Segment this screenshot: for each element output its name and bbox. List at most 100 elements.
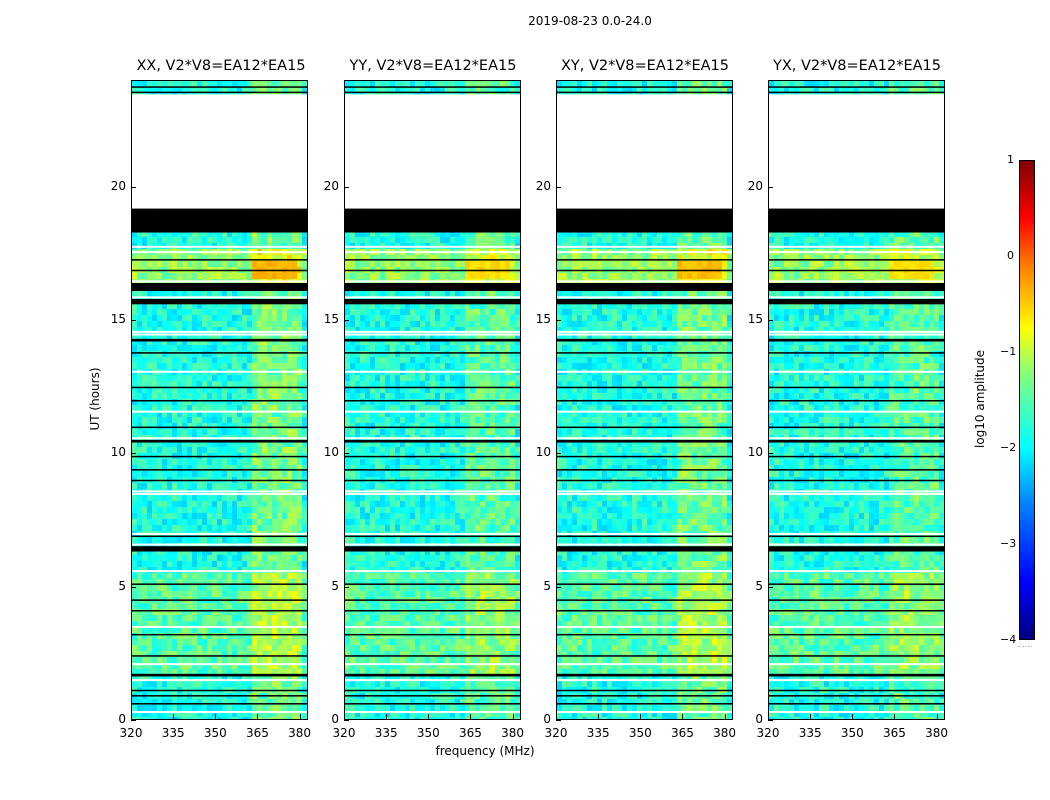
heatmap-cell (267, 699, 272, 705)
heatmap-cell (162, 309, 167, 315)
heatmap-cell (242, 345, 247, 351)
heatmap-cell (217, 573, 222, 579)
heatmap-cell (370, 231, 375, 237)
heatmap-cell (292, 81, 297, 87)
heatmap-cell (172, 639, 177, 645)
heatmap-cell (207, 501, 212, 507)
heatmap-cell (435, 273, 440, 279)
heatmap-cell (212, 405, 217, 411)
heatmap-cell (217, 273, 222, 279)
heatmap-cell (287, 615, 292, 621)
heatmap-cell (167, 417, 172, 423)
heatmap-cell (182, 663, 187, 669)
heatmap-cell (157, 339, 162, 345)
heatmap-cell (192, 537, 197, 543)
heatmap-cell (167, 585, 172, 591)
heatmap-cell (192, 573, 197, 579)
heatmap-cell (197, 537, 202, 543)
heatmap-cell (282, 573, 287, 579)
heatmap-cell (420, 273, 425, 279)
heatmap-cell (182, 561, 187, 567)
heatmap-cell (282, 231, 287, 237)
heatmap-cell (297, 549, 302, 555)
heatmap-cell (262, 513, 267, 519)
heatmap-cell (187, 585, 192, 591)
heatmap-cell (157, 651, 162, 657)
heatmap-cell (262, 501, 267, 507)
heatmap-cell (187, 699, 192, 705)
heatmap-cell (147, 345, 152, 351)
heatmap-cell (162, 717, 167, 719)
heatmap-cell (232, 339, 237, 345)
heatmap-cell (267, 615, 272, 621)
heatmap-cell (267, 321, 272, 327)
heatmap-cell (222, 255, 227, 261)
heatmap-cell (167, 357, 172, 363)
heatmap-cell (202, 291, 207, 297)
heatmap-cell (297, 585, 302, 591)
heatmap-cell (187, 669, 192, 675)
heatmap-cell (297, 603, 302, 609)
heatmap-cell (350, 87, 355, 93)
heatmap-cell (475, 261, 480, 267)
heatmap-cell (252, 573, 257, 579)
heatmap-cell (257, 591, 262, 597)
heatmap-cell (282, 627, 287, 633)
heatmap-cell (192, 447, 197, 453)
heatmap-cell (277, 459, 282, 465)
heatmap-cell (247, 567, 252, 573)
heatmap-cell (282, 399, 287, 405)
heatmap-cell (142, 447, 147, 453)
heatmap-cell (142, 81, 147, 87)
heatmap-cell (182, 681, 187, 687)
heatmap-cell (162, 387, 167, 393)
heatmap-cell (182, 705, 187, 711)
heatmap-cell (227, 699, 232, 705)
heatmap-cell (227, 303, 232, 309)
heatmap-cell (292, 345, 297, 351)
heatmap-cell (202, 459, 207, 465)
heatmap-cell (207, 255, 212, 261)
heatmap-cell (267, 663, 272, 669)
heatmap-cell (247, 387, 252, 393)
heatmap-cell (187, 405, 192, 411)
heatmap-cell (197, 375, 202, 381)
heatmap-cell (132, 327, 137, 333)
heatmap-cell (242, 411, 247, 417)
heatmap-cell (197, 711, 202, 717)
heatmap-cell (192, 663, 197, 669)
heatmap-cell (172, 561, 177, 567)
heatmap-cell (292, 495, 297, 501)
heatmap-cell (137, 447, 142, 453)
heatmap-cell (207, 327, 212, 333)
heatmap-cell (272, 465, 277, 471)
heatmap-cell (167, 615, 172, 621)
heatmap-cell (157, 543, 162, 549)
heatmap-cell (157, 573, 162, 579)
heatmap-cell (292, 411, 297, 417)
heatmap-cell (510, 237, 515, 243)
heatmap-cell (217, 681, 222, 687)
heatmap-cell (217, 459, 222, 465)
heatmap-cell (157, 345, 162, 351)
heatmap-cell (162, 423, 167, 429)
heatmap-cell (242, 537, 247, 543)
heatmap-cell (302, 675, 307, 681)
heatmap-cell (227, 315, 232, 321)
heatmap-cell (237, 261, 242, 267)
heatmap-cell (207, 699, 212, 705)
heatmap-cell (212, 609, 217, 615)
flag-line-white (132, 679, 307, 682)
heatmap-cell (132, 291, 137, 297)
heatmap-cell (262, 495, 267, 501)
heatmap-cell (167, 273, 172, 279)
heatmap-cell (202, 717, 207, 719)
heatmap-cell (282, 669, 287, 675)
heatmap-cell (172, 255, 177, 261)
heatmap-cell (152, 351, 157, 357)
heatmap-cell (177, 567, 182, 573)
heatmap-cell (192, 303, 197, 309)
heatmap-cell (282, 501, 287, 507)
heatmap-cell (242, 681, 247, 687)
heatmap-cell (262, 231, 267, 237)
